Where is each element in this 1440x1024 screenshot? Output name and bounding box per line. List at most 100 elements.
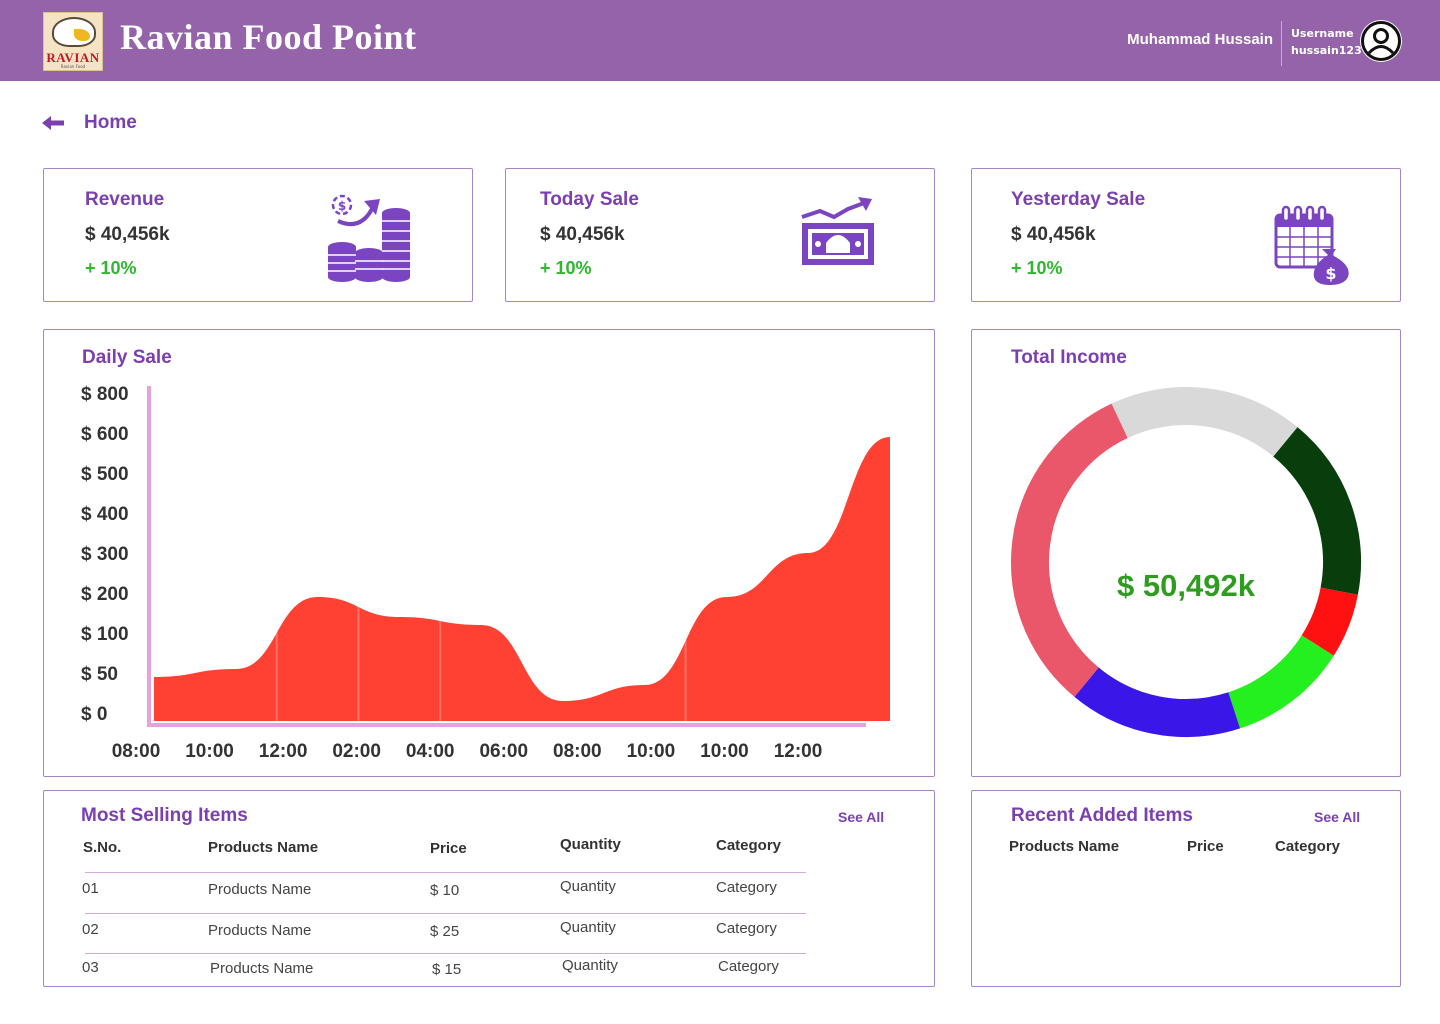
home-back-link[interactable]: Home <box>42 110 137 136</box>
top-header: RAVIAN Ravian Food Ravian Food Point Muh… <box>0 0 1440 81</box>
y-axis-tick: $ 800 <box>81 384 129 405</box>
total-income-value: $ 50,492k <box>1117 568 1255 603</box>
data-point[interactable] <box>477 621 485 629</box>
donut-slice[interactable] <box>1011 403 1128 697</box>
username-value: hussain123 <box>1291 44 1362 57</box>
calendar-money-icon: $ <box>1274 205 1349 285</box>
data-point[interactable] <box>232 665 240 673</box>
column-header-price: Price <box>430 840 467 857</box>
today-sale-card[interactable]: Today Sale $ 40,456k + 10% <box>505 168 935 302</box>
x-axis-tick: 12:00 <box>258 741 308 762</box>
cell-category: Category <box>716 879 777 896</box>
daily-sale-title: Daily Sale <box>82 347 172 368</box>
y-axis-tick: $ 200 <box>81 584 129 605</box>
cell-product: Products Name <box>210 960 314 977</box>
see-all-recent-link[interactable]: See All <box>1314 809 1361 825</box>
cell-price: $ 25 <box>430 923 460 940</box>
x-axis-tick: 06:00 <box>479 741 529 762</box>
logo-subtext: Ravian Food <box>60 64 86 69</box>
data-point[interactable] <box>641 681 649 689</box>
donut-slice[interactable] <box>1111 387 1298 457</box>
daily-sale-area-series[interactable] <box>154 437 890 721</box>
column-header-quantity: Quantity <box>560 836 621 853</box>
column-header-category: Category <box>716 837 782 854</box>
cell-sno: 03 <box>82 959 99 976</box>
total-income-title: Total Income <box>1011 347 1127 368</box>
cell-sno: 01 <box>82 880 99 897</box>
data-point[interactable] <box>722 593 730 601</box>
cell-quantity: Quantity <box>560 878 616 895</box>
stat-value: $ 40,456k <box>85 224 170 245</box>
stat-value: $ 40,456k <box>1011 224 1096 245</box>
total-income-donut-chart[interactable] <box>1006 382 1366 742</box>
row-divider <box>85 913 806 914</box>
column-header-category: Category <box>1275 838 1341 855</box>
x-axis-tick: 08:00 <box>111 741 161 762</box>
data-point[interactable] <box>559 697 567 705</box>
recent-added-title: Recent Added Items <box>1011 805 1193 826</box>
data-point[interactable] <box>150 673 158 681</box>
see-all-most-selling-link[interactable]: See All <box>838 809 885 825</box>
stat-value: $ 40,456k <box>540 224 625 245</box>
cell-quantity: Quantity <box>562 957 618 974</box>
user-avatar-icon[interactable] <box>1360 20 1402 62</box>
y-axis-tick: $ 50 <box>81 664 118 685</box>
donut-slice[interactable] <box>1301 587 1358 656</box>
stat-title: Revenue <box>85 189 165 210</box>
column-header-sno: S.No. <box>83 839 122 856</box>
logo-text: RAVIAN <box>46 50 100 65</box>
svg-text:$: $ <box>1325 264 1336 283</box>
donut-slice[interactable] <box>1227 634 1334 729</box>
coins-growth-icon: $ <box>328 194 410 282</box>
yesterday-sale-card[interactable]: Yesterday Sale $ 40,456k + 10% $ <box>971 168 1401 302</box>
most-selling-title: Most Selling Items <box>81 805 248 826</box>
x-axis-tick: 02:00 <box>332 741 381 762</box>
revenue-card[interactable]: Revenue $ 40,456k + 10% $ <box>43 168 473 302</box>
column-header-product: Products Name <box>208 839 319 856</box>
y-axis-tick: $ 600 <box>81 424 129 445</box>
cell-price: $ 10 <box>430 882 460 899</box>
username-label: Username <box>1291 27 1354 40</box>
home-label: Home <box>84 112 137 133</box>
y-axis-tick: $ 100 <box>81 624 129 645</box>
most-selling-card: Most Selling Items See All S.No. Product… <box>43 790 935 987</box>
app-title: Ravian Food Point <box>120 17 417 57</box>
donut-slice[interactable] <box>1272 427 1361 595</box>
cash-trend-icon <box>801 197 874 265</box>
data-point[interactable] <box>395 613 403 621</box>
daily-sale-area-chart[interactable] <box>144 380 904 730</box>
total-income-card: Total Income $ 50,492k <box>971 329 1401 777</box>
row-divider <box>85 872 806 873</box>
x-axis-tick: 08:00 <box>553 741 602 762</box>
cell-price: $ 15 <box>432 961 462 978</box>
data-point[interactable] <box>314 593 322 601</box>
stat-title: Today Sale <box>540 189 639 210</box>
row-divider <box>85 953 806 954</box>
stat-change: + 10% <box>540 258 592 278</box>
donut-slice[interactable] <box>1074 667 1241 737</box>
cell-product: Products Name <box>208 881 312 898</box>
x-axis-tick: 10:00 <box>626 741 676 762</box>
eagle-beak <box>74 29 90 41</box>
svg-text:$: $ <box>338 199 346 213</box>
x-axis-tick: 04:00 <box>405 741 455 762</box>
y-axis-tick: $ 0 <box>81 704 108 725</box>
cell-category: Category <box>718 958 779 975</box>
cell-quantity: Quantity <box>560 919 616 936</box>
data-point[interactable] <box>804 549 812 557</box>
x-axis-tick: 10:00 <box>700 741 749 762</box>
x-axis-tick: 12:00 <box>773 741 823 762</box>
brand-logo[interactable]: RAVIAN Ravian Food <box>43 12 103 71</box>
data-point[interactable] <box>886 433 894 441</box>
stat-change: + 10% <box>85 258 137 278</box>
daily-sale-card: Daily Sale $ 800 $ 600 $ 500 $ 400 $ 300 $ 20… <box>43 329 935 777</box>
y-axis-tick: $ 400 <box>81 504 129 525</box>
cell-category: Category <box>716 920 777 937</box>
y-axis-tick: $ 300 <box>81 544 129 565</box>
cell-sno: 02 <box>82 921 99 938</box>
x-axis-tick: 10:00 <box>185 741 234 762</box>
stat-change: + 10% <box>1011 258 1063 278</box>
column-header-product: Products Name <box>1009 838 1120 855</box>
header-divider <box>1281 21 1282 66</box>
cell-product: Products Name <box>208 922 312 939</box>
